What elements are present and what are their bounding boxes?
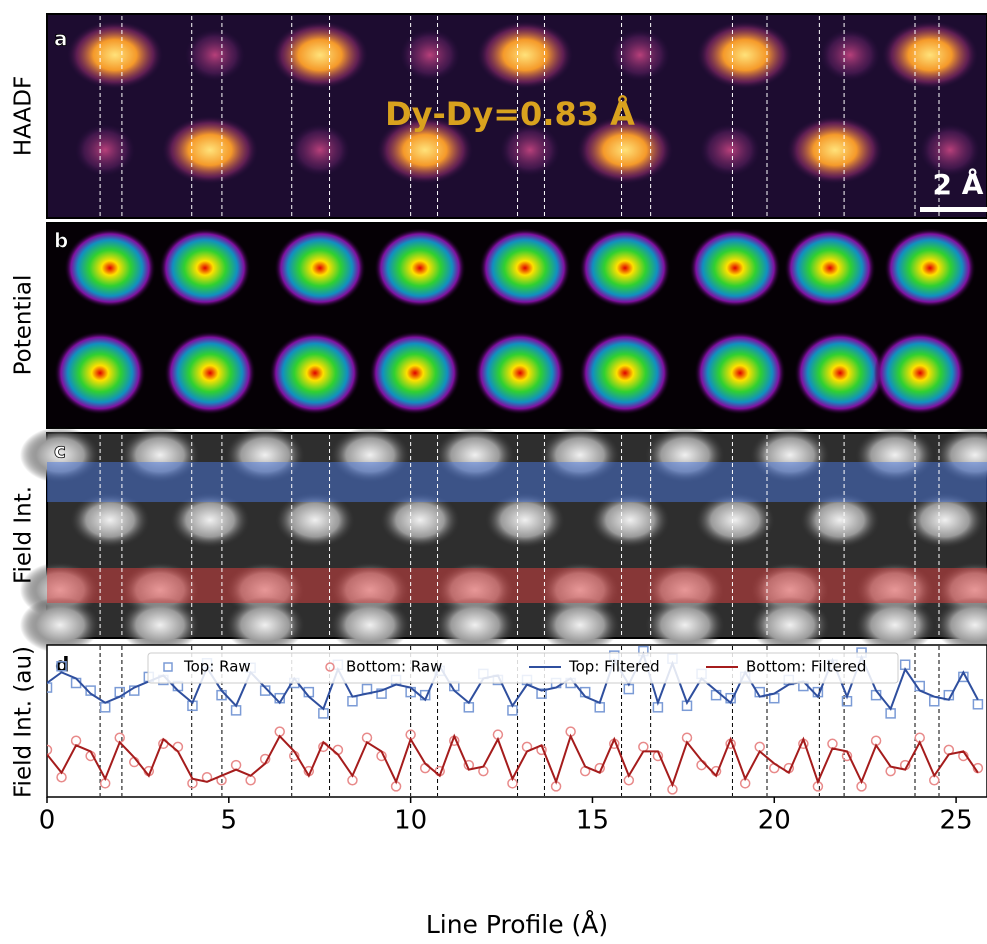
potential-blob xyxy=(579,331,671,415)
panel-ylabel: Potential xyxy=(11,275,37,376)
legend: Top: Raw Bottom: Raw Top: Filtered Bottom: … xyxy=(148,653,898,683)
x-tick-label: 10 xyxy=(394,806,427,836)
x-tick-label: 0 xyxy=(39,806,56,836)
x-tick-label: 25 xyxy=(940,806,973,836)
x-axis-label: Line Profile (Å) xyxy=(426,910,608,939)
potential-blob xyxy=(794,331,886,415)
potential-blob xyxy=(64,228,156,308)
atom-blob xyxy=(787,116,883,184)
potential-blob xyxy=(374,228,466,308)
x-tick-label: 15 xyxy=(576,806,609,836)
atom-blob xyxy=(272,21,368,89)
atom-blob xyxy=(882,21,978,89)
potential-blob xyxy=(884,228,976,308)
potential-blob xyxy=(479,228,571,308)
legend-label: Bottom: Filtered xyxy=(746,658,866,676)
atom-blob xyxy=(610,29,670,81)
potential-blob xyxy=(274,228,366,308)
panel-label: a xyxy=(54,27,68,51)
atom-blob xyxy=(700,124,760,176)
y-axis-label: Field Int. (au) xyxy=(11,646,37,798)
panel-ylabel: Field Int. xyxy=(11,486,37,584)
atom-blob xyxy=(162,116,258,184)
atom-blob xyxy=(820,29,880,81)
atom-blob xyxy=(185,29,245,81)
legend-label: Top: Filtered xyxy=(568,658,660,676)
potential-blob xyxy=(369,331,461,415)
legend-label: Bottom: Raw xyxy=(346,658,442,676)
panel-label: b xyxy=(54,229,68,253)
potential-blob xyxy=(269,331,361,415)
potential-blob xyxy=(474,331,566,415)
x-tick-label: 20 xyxy=(758,806,791,836)
figure: a HAADF Dy-Dy=0.83 Å 2 Å b Potential c Field In… xyxy=(0,0,987,944)
atom-blob xyxy=(400,29,460,81)
scale-bar xyxy=(920,207,987,212)
atom-blob xyxy=(75,124,135,176)
potential-blob xyxy=(579,228,671,308)
atom-blob xyxy=(290,124,350,176)
potential-blob xyxy=(694,331,786,415)
panel-ylabel: HAADF xyxy=(11,76,37,156)
top-band xyxy=(47,462,987,502)
atom-blob xyxy=(697,21,793,89)
potential-blob xyxy=(54,331,146,415)
potential-blob xyxy=(874,331,966,415)
legend-label: Top: Raw xyxy=(183,658,251,676)
x-tick-label: 5 xyxy=(221,806,238,836)
panel-label: c xyxy=(54,439,66,463)
field-image xyxy=(20,427,987,653)
scale-label: 2 Å xyxy=(933,167,984,201)
potential-blob xyxy=(159,228,251,308)
bottom-band xyxy=(47,568,987,603)
annotation: Dy-Dy=0.83 Å xyxy=(385,95,635,133)
potential-image xyxy=(47,223,987,428)
potential-blob xyxy=(784,228,876,308)
potential-blob xyxy=(164,331,256,415)
atom-blob xyxy=(67,21,163,89)
atom-blob xyxy=(477,21,573,89)
potential-blob xyxy=(689,228,781,308)
